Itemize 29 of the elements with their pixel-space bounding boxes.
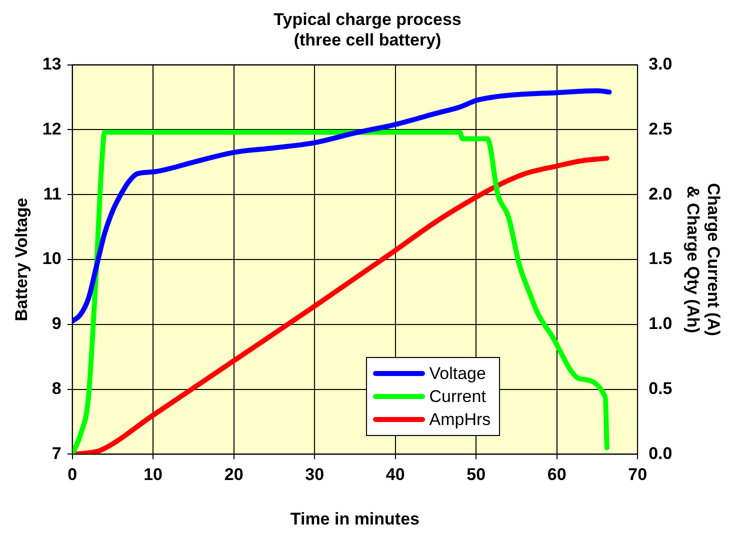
x-tick-label: 60	[547, 465, 566, 484]
x-tick-label: 40	[386, 465, 405, 484]
x-tick-label: 20	[224, 465, 244, 484]
y-tick-label: 11	[43, 184, 62, 204]
y2-tick-label: 2.5	[648, 119, 672, 138]
y2-axis-title: Charge Current (A) & Charge Qty (Ah)	[684, 182, 724, 336]
y2-tick-label: 3.0	[648, 54, 672, 74]
x-tick-label: 70	[628, 465, 648, 484]
y2-tick-label: 0.5	[648, 378, 672, 398]
legend-label: Current	[429, 386, 486, 407]
y-tick-label: 8	[52, 378, 62, 398]
y-tick-label: 13	[42, 54, 62, 74]
x-axis-title: Time in minutes	[290, 509, 420, 528]
y2-tick-label: 2.0	[648, 184, 672, 204]
y-axis-title: Battery Voltage	[12, 198, 31, 322]
chart-title: Typical charge process (three cell battery)	[274, 10, 462, 50]
y2-tick-label: 0.0	[648, 444, 672, 463]
legend-label: Voltage	[429, 364, 486, 384]
y-tick-label: 7	[52, 444, 62, 463]
y-tick-label: 9	[52, 314, 62, 334]
x-tick-label: 0	[68, 465, 78, 484]
y2-tick-label: 1.5	[648, 249, 672, 268]
y-tick-label: 10	[42, 249, 62, 268]
x-tick-label: 50	[466, 465, 486, 484]
x-tick-label: 30	[305, 465, 324, 484]
y2-tick-label: 1.0	[648, 314, 672, 334]
x-tick-label: 10	[144, 465, 163, 484]
legend-label: AmpHrs	[429, 410, 491, 430]
y-tick-label: 12	[42, 119, 62, 138]
